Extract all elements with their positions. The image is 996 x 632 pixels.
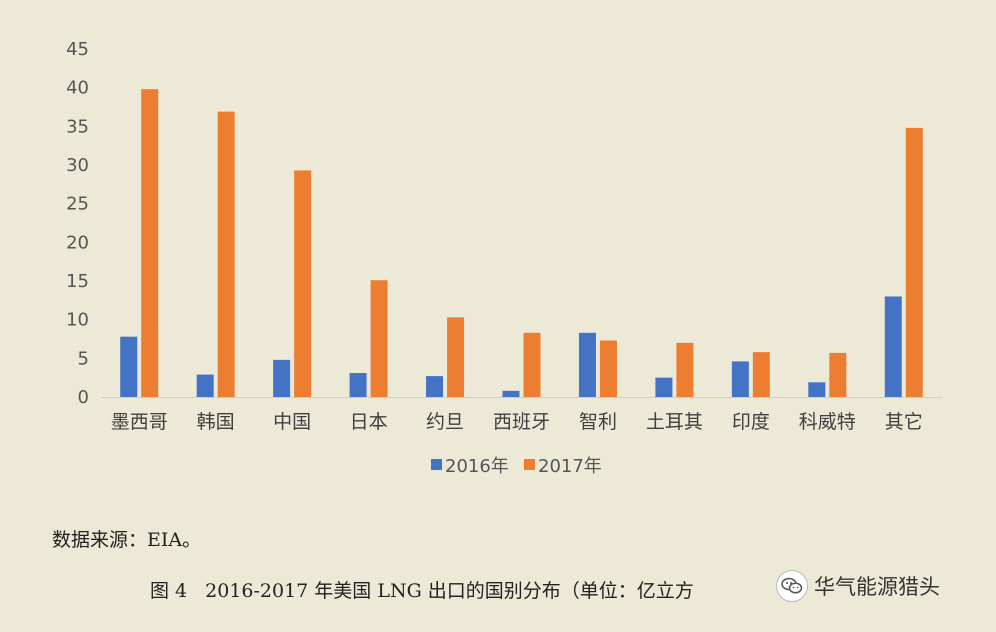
bar-2016: [349, 373, 367, 397]
wechat-icon: [776, 570, 808, 602]
y-tick-label: 0: [78, 387, 89, 408]
y-axis-labels: 0 5 10 15 20 25 30 35 40 45: [66, 39, 89, 408]
legend-swatch: [524, 459, 535, 470]
bar-2017: [141, 89, 159, 398]
bar-2017: [523, 332, 541, 397]
bar-2016: [196, 374, 214, 397]
bar-2017: [829, 352, 847, 397]
y-tick-label: 15: [66, 271, 89, 292]
bar-2016: [120, 336, 138, 397]
bar-2016: [578, 332, 596, 397]
x-category-label: 墨西哥: [111, 411, 168, 433]
x-category-label: 西班牙: [493, 411, 550, 433]
x-category-label: 约旦: [426, 411, 464, 433]
y-tick-label: 5: [78, 348, 89, 369]
source-note: 数据来源：EIA。: [52, 529, 202, 551]
bar-2017: [676, 342, 694, 397]
bar-2017: [217, 111, 235, 397]
bar-2017: [599, 340, 617, 397]
y-tick-label: 45: [66, 39, 89, 60]
caption-label: 图 4: [150, 580, 188, 602]
bar-2017: [447, 317, 465, 397]
x-category-label: 科威特: [799, 411, 856, 433]
legend-label: 2017年: [538, 456, 602, 477]
watermark-text: 华气能源猎头: [814, 575, 940, 599]
bar-2016: [426, 376, 444, 397]
y-tick-label: 40: [66, 78, 89, 99]
bar-2017: [370, 280, 388, 397]
bar-2016: [273, 359, 291, 397]
x-category-label: 智利: [579, 411, 617, 433]
bar-2016: [808, 382, 826, 397]
y-tick-label: 20: [66, 232, 89, 253]
legend-swatch: [431, 459, 442, 470]
bar-2017: [752, 352, 770, 397]
figure-caption: 图 4 2016-2017 年美国 LNG 出口的国别分布（单位：亿立方: [150, 576, 694, 603]
y-tick-label: 10: [66, 310, 89, 331]
bar-2017: [294, 170, 312, 397]
bar-2016: [884, 296, 902, 397]
x-category-label: 中国: [273, 411, 311, 433]
bar-2016: [731, 361, 749, 397]
bar-chart: 0 5 10 15 20 25 30 35 40 45 墨西哥 韩国 中国 日本 约旦 西班牙 智利 土耳其 印度…: [66, 39, 942, 477]
caption-text: 2016-2017 年美国 LNG 出口的国别分布（单位：亿立方: [205, 580, 694, 602]
y-tick-label: 30: [66, 155, 89, 176]
y-tick-label: 35: [66, 116, 89, 137]
y-tick-label: 25: [66, 194, 89, 215]
bar-2016: [655, 377, 673, 397]
legend: 2016年 2017年: [431, 456, 602, 477]
bars: [120, 89, 923, 398]
x-category-label: 土耳其: [646, 411, 703, 433]
x-category-label: 韩国: [197, 411, 235, 433]
bar-2017: [905, 127, 923, 397]
bar-2016: [502, 390, 520, 397]
x-category-label: 印度: [732, 411, 770, 433]
x-axis-labels: 墨西哥 韩国 中国 日本 约旦 西班牙 智利 土耳其 印度 科威特 其它: [111, 411, 923, 433]
x-category-label: 日本: [350, 411, 388, 433]
watermark: 华气能源猎头: [776, 570, 940, 602]
x-category-label: 其它: [885, 411, 923, 433]
legend-label: 2016年: [445, 456, 509, 477]
